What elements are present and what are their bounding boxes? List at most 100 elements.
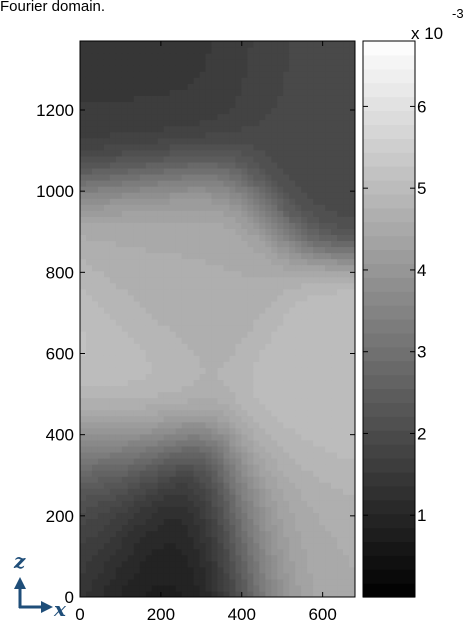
field-cell: [307, 536, 314, 544]
field-cell: [217, 300, 225, 308]
field-cell: [265, 173, 272, 181]
field-cell: [349, 83, 355, 90]
field-cell: [223, 506, 231, 513]
field-cell: [307, 482, 314, 489]
field-cell: [109, 306, 117, 314]
field-cell: [175, 180, 183, 187]
field-cell: [103, 89, 111, 96]
field-cell: [109, 113, 117, 121]
field-cell: [139, 530, 147, 538]
field-cell: [307, 59, 314, 66]
field-cell: [157, 415, 165, 423]
field-cell: [337, 192, 344, 199]
field-cell: [223, 572, 231, 580]
field-cell: [337, 385, 344, 393]
field-cell: [277, 143, 284, 151]
field-cell: [247, 403, 254, 411]
field-cell: [199, 451, 207, 459]
field-cell: [325, 59, 332, 66]
field-cell: [205, 530, 213, 538]
field-cell: [193, 590, 201, 597]
field-cell: [85, 234, 93, 242]
field-cell: [247, 294, 254, 302]
field-cell: [103, 421, 111, 429]
field-cell: [295, 397, 302, 405]
field-cell: [349, 337, 355, 344]
field-cell: [313, 421, 320, 429]
field-cell: [187, 572, 195, 580]
field-cell: [187, 288, 195, 296]
field-cell: [163, 125, 171, 133]
field-cell: [331, 524, 338, 532]
field-cell: [277, 415, 284, 423]
field-cell: [163, 355, 171, 362]
field-cell: [313, 288, 320, 296]
field-cell: [289, 518, 296, 526]
field-cell: [235, 270, 243, 278]
field-cell: [103, 113, 111, 121]
field-cell: [349, 464, 355, 471]
field-cell: [205, 337, 213, 344]
field-cell: [205, 349, 213, 356]
field-cell: [85, 222, 93, 229]
field-cell: [295, 355, 302, 362]
field-cell: [259, 89, 266, 96]
field-cell: [109, 427, 117, 435]
field-cell: [319, 421, 326, 429]
field-cell: [169, 530, 177, 538]
field-cell: [127, 361, 135, 368]
field-cell: [85, 192, 93, 199]
field-cell: [337, 367, 344, 374]
field-cell: [337, 306, 344, 314]
field-cell: [151, 198, 159, 205]
field-cell: [349, 95, 355, 103]
field-cell: [157, 542, 165, 550]
field-cell: [325, 512, 332, 520]
field-cell: [157, 397, 165, 405]
field-cell: [121, 578, 129, 586]
field-cell: [157, 445, 165, 453]
field-cell: [217, 464, 225, 471]
field-cell: [85, 264, 93, 272]
field-cell: [217, 319, 225, 326]
field-cell: [319, 482, 326, 489]
field-cell: [115, 524, 123, 532]
field-cell: [145, 161, 153, 169]
field-cell: [121, 367, 129, 374]
field-cell: [115, 572, 123, 580]
field-cell: [145, 331, 153, 338]
field-cell: [175, 252, 183, 260]
field-cell: [295, 83, 302, 90]
field-cell: [349, 343, 355, 350]
field-cell: [205, 421, 213, 429]
field-cell: [241, 379, 248, 387]
field-cell: [331, 198, 338, 205]
field-cell: [80, 173, 87, 181]
field-cell: [337, 331, 344, 338]
field-cell: [349, 415, 355, 423]
field-cell: [115, 180, 123, 187]
field-cell: [295, 506, 302, 513]
field-cell: [313, 210, 320, 217]
field-cell: [307, 300, 314, 308]
field-cell: [253, 397, 260, 405]
field-cell: [235, 246, 243, 254]
field-cell: [175, 264, 183, 272]
field-cell: [313, 500, 320, 507]
field-cell: [205, 494, 213, 501]
field-cell: [283, 578, 290, 586]
field-cell: [319, 276, 326, 284]
field-cell: [199, 373, 207, 381]
field-cell: [103, 355, 111, 362]
field-cell: [91, 107, 99, 115]
field-cell: [205, 385, 213, 393]
field-cell: [223, 204, 231, 211]
field-cell: [205, 294, 213, 302]
field-cell: [199, 584, 207, 592]
field-cell: [289, 198, 296, 205]
field-cell: [277, 65, 284, 72]
field-cell: [151, 584, 159, 592]
field-cell: [97, 518, 105, 526]
field-cell: [343, 180, 350, 187]
field-cell: [343, 397, 350, 405]
